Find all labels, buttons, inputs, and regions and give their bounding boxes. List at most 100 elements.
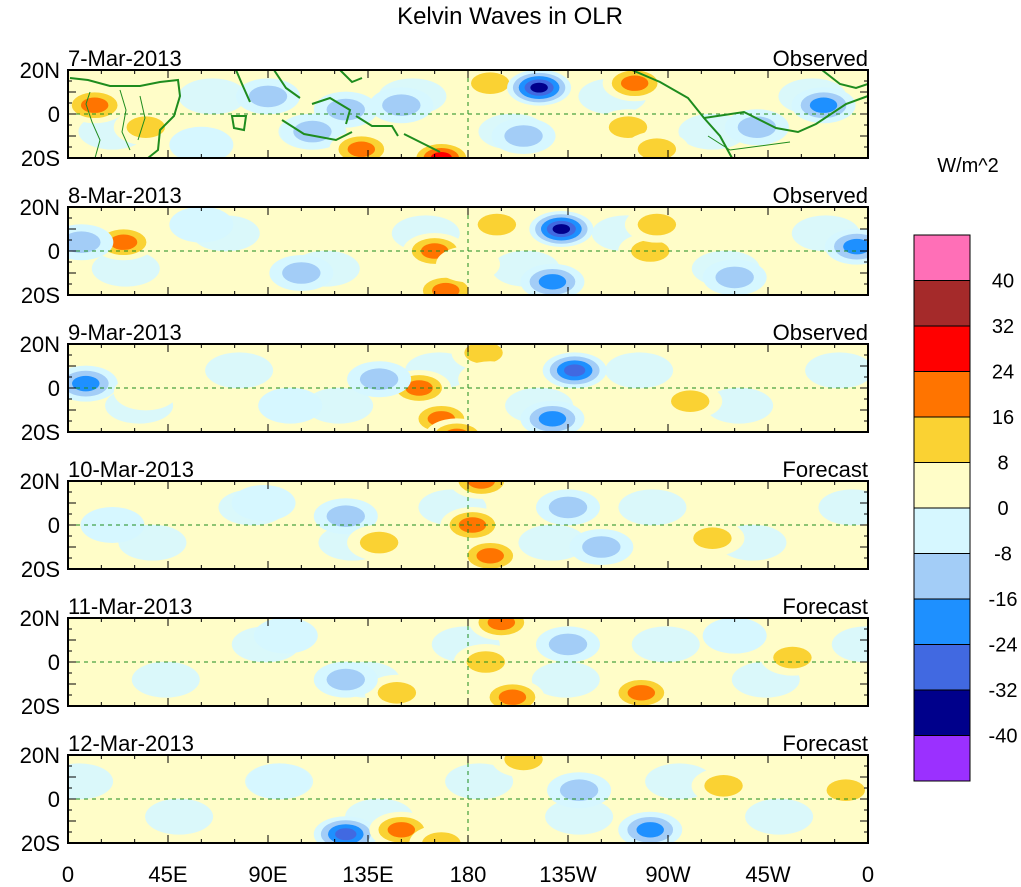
anomaly-contour-positive bbox=[126, 116, 165, 138]
weak-negative-anomaly bbox=[68, 763, 114, 800]
anomaly-contour-positive bbox=[498, 689, 527, 705]
anomaly-contour-positive bbox=[631, 240, 670, 262]
panel-status: Observed bbox=[773, 320, 868, 345]
anomaly-contour-negative bbox=[530, 82, 548, 93]
y-tick-label: 0 bbox=[48, 650, 60, 675]
colorbar-level-label: 32 bbox=[992, 316, 1014, 338]
panel-2: 20N 0 20S 8-Mar-2013 Observed bbox=[20, 183, 869, 308]
y-tick-label: 20S bbox=[21, 557, 60, 582]
anomaly-contour-negative bbox=[253, 618, 318, 654]
weak-negative-anomaly bbox=[531, 661, 600, 698]
colorbar-swatch bbox=[913, 325, 971, 372]
colorbar-level-label: 24 bbox=[992, 362, 1014, 384]
x-tick-label: 90E bbox=[248, 862, 287, 887]
y-tick-label: 20N bbox=[20, 195, 60, 220]
panel-date: 7-Mar-2013 bbox=[68, 46, 182, 71]
colorbar-swatch bbox=[913, 598, 971, 645]
panel-status: Observed bbox=[773, 46, 868, 71]
panel-date: 8-Mar-2013 bbox=[68, 183, 182, 208]
y-tick-label: 20N bbox=[20, 743, 60, 768]
panel-date: 12-Mar-2013 bbox=[68, 731, 194, 756]
colorbar-swatch bbox=[913, 234, 971, 281]
colorbar-level-label: 8 bbox=[997, 453, 1008, 475]
colorbar-swatch bbox=[913, 735, 971, 782]
anomaly-contour-positive bbox=[627, 685, 656, 701]
panel-6: 20N 0 20S 12-Mar-2013 Forecast bbox=[20, 731, 869, 856]
y-tick-label: 20N bbox=[20, 332, 60, 357]
x-tick-label: 135E bbox=[342, 862, 393, 887]
weak-negative-anomaly bbox=[91, 250, 160, 287]
anomaly-contour-positive bbox=[773, 646, 812, 669]
x-tick-label: 135W bbox=[539, 862, 597, 887]
anomaly-contour-positive bbox=[359, 531, 399, 554]
anomaly-contour-negative bbox=[248, 85, 288, 108]
y-tick-label: 20S bbox=[21, 420, 60, 445]
y-tick-label: 20S bbox=[21, 283, 60, 308]
anomaly-contour-negative bbox=[552, 224, 571, 234]
anomaly-contour-positive bbox=[826, 779, 865, 801]
anomaly-contour-positive bbox=[467, 481, 496, 489]
weak-negative-anomaly bbox=[745, 798, 814, 835]
weak-negative-anomaly bbox=[178, 78, 247, 115]
colorbar-swatch bbox=[913, 416, 971, 463]
colorbar-swatch bbox=[913, 553, 971, 600]
colorbar-level-label: -16 bbox=[989, 589, 1018, 611]
panel-date: 9-Mar-2013 bbox=[68, 320, 182, 345]
anomaly-field bbox=[253, 618, 825, 706]
anomaly-field bbox=[247, 755, 868, 843]
chart-title: Kelvin Waves in OLR bbox=[397, 3, 623, 30]
anomaly-contour-positive bbox=[377, 682, 417, 704]
panel-1: 20N 0 20S 7-Mar-2013 Observed bbox=[20, 46, 869, 171]
colorbar-level-label: -24 bbox=[989, 635, 1018, 657]
weak-negative-anomaly bbox=[205, 352, 274, 389]
anomaly-contour-negative bbox=[231, 485, 296, 521]
anomaly-contour-negative bbox=[737, 116, 777, 138]
weak-negative-anomaly bbox=[305, 387, 374, 424]
panel-status: Forecast bbox=[782, 731, 868, 756]
x-tick-label: 45E bbox=[148, 862, 187, 887]
anomaly-contour-negative bbox=[564, 364, 586, 377]
anomaly-contour-positive bbox=[422, 832, 461, 843]
weak-negative-anomaly bbox=[545, 798, 614, 835]
weak-negative-anomaly bbox=[445, 763, 514, 800]
panel-date: 11-Mar-2013 bbox=[68, 594, 192, 619]
weak-negative-anomaly bbox=[805, 352, 868, 389]
anomaly-contour-negative bbox=[809, 97, 838, 113]
y-tick-label: 20N bbox=[20, 606, 60, 631]
anomaly-contour-positive bbox=[430, 152, 452, 158]
anomaly-contour-positive bbox=[476, 548, 504, 564]
x-tick-label: 45W bbox=[745, 862, 790, 887]
panel-status: Forecast bbox=[782, 457, 868, 482]
y-tick-label: 0 bbox=[48, 376, 60, 401]
colorbar-level-label: 16 bbox=[992, 407, 1014, 429]
anomaly-contour-negative bbox=[169, 126, 234, 158]
colorbar-level-label: -40 bbox=[989, 726, 1018, 748]
colorbar-swatch bbox=[913, 280, 971, 327]
anomaly-contour-positive bbox=[504, 755, 543, 771]
y-tick-label: 20S bbox=[21, 694, 60, 719]
anomaly-contour-positive bbox=[471, 72, 510, 94]
anomaly-field bbox=[68, 207, 868, 295]
colorbar-swatch bbox=[913, 507, 971, 554]
anomaly-contour-positive bbox=[671, 390, 710, 413]
anomaly-contour-negative bbox=[538, 274, 567, 290]
y-tick-label: 0 bbox=[48, 513, 60, 538]
y-tick-label: 20N bbox=[20, 469, 60, 494]
x-tick-label: 90W bbox=[645, 862, 690, 887]
panels-group: 20N 0 20S 7-Mar-2013 Observed 20N 0 20S 8-Mar-20… bbox=[20, 46, 869, 856]
colorbar-level-label: 0 bbox=[997, 498, 1008, 520]
y-tick-label: 0 bbox=[48, 239, 60, 264]
weak-negative-anomaly bbox=[145, 798, 214, 835]
x-tick-label: 0 bbox=[862, 862, 874, 887]
panel-4: 20N 0 20S 10-Mar-2013 Forecast bbox=[20, 457, 869, 582]
anomaly-contour-negative bbox=[636, 822, 664, 838]
anomaly-contour-positive bbox=[387, 822, 416, 838]
x-tick-label: 180 bbox=[450, 862, 487, 887]
anomaly-contour-positive bbox=[113, 374, 178, 411]
anomaly-contour-negative bbox=[538, 411, 567, 427]
y-tick-label: 20S bbox=[21, 146, 60, 171]
panel-status: Observed bbox=[773, 183, 868, 208]
x-tick-label: 0 bbox=[62, 862, 74, 887]
anomaly-contour-negative bbox=[359, 368, 399, 391]
anomaly-field bbox=[68, 70, 856, 158]
